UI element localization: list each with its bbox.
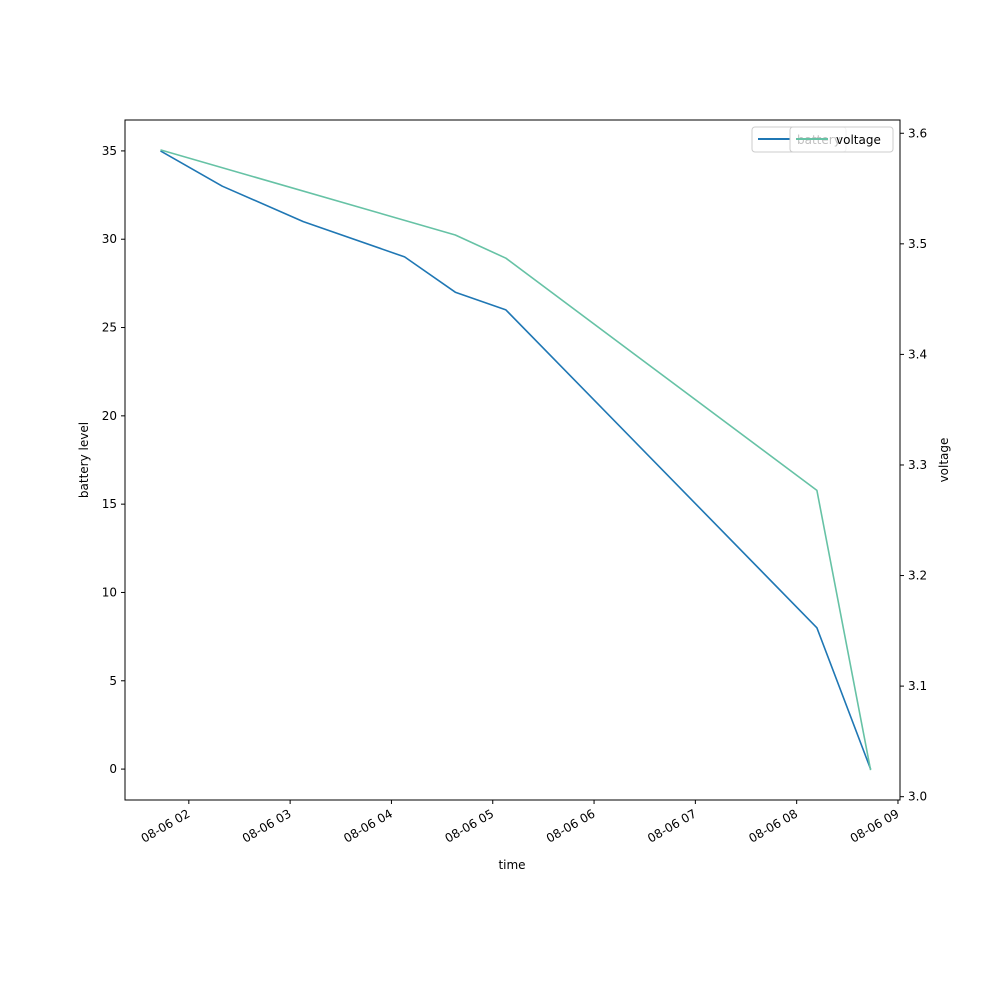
plot-frame bbox=[124, 119, 901, 801]
y-right-tick-label: 3.3 bbox=[908, 458, 927, 472]
y-right-tick-label: 3.1 bbox=[908, 679, 927, 693]
x-axis: 08-06 02 08-06 03 08-06 04 08-06 05 08-06 06… bbox=[139, 800, 902, 846]
x-tick-label: 08-06 03 bbox=[240, 806, 294, 845]
y-left-tick-label: 15 bbox=[102, 497, 117, 511]
y-right-tick-label: 3.5 bbox=[908, 237, 927, 251]
y-left-tick-label: 30 bbox=[102, 232, 117, 246]
y-left-tick-label: 0 bbox=[109, 762, 117, 776]
y-right-tick-label: 3.4 bbox=[908, 347, 927, 361]
y-axis-right: 3.0 3.1 3.2 3.3 3.4 3.5 3.6 bbox=[900, 126, 927, 804]
series-line-voltage bbox=[160, 149, 872, 771]
y-right-tick-label: 3.2 bbox=[908, 569, 927, 583]
y-axis-right-label: voltage bbox=[937, 438, 951, 483]
y-axis-left-label: battery level bbox=[77, 422, 91, 498]
y-left-tick-label: 35 bbox=[102, 144, 117, 158]
y-axis-left: 0 5 10 15 20 25 30 35 bbox=[102, 144, 125, 776]
series-line-battery bbox=[160, 150, 872, 770]
legend-voltage-label: voltage bbox=[836, 133, 881, 147]
x-axis-label: time bbox=[498, 858, 525, 872]
x-tick-label: 08-06 06 bbox=[544, 806, 598, 845]
x-tick-label: 08-06 02 bbox=[139, 806, 193, 845]
y-left-tick-label: 20 bbox=[102, 409, 117, 423]
x-tick-label: 08-06 04 bbox=[341, 806, 395, 845]
y-right-tick-label: 3.0 bbox=[908, 790, 927, 804]
y-right-tick-label: 3.6 bbox=[908, 126, 927, 140]
x-tick-label: 08-06 09 bbox=[848, 806, 902, 845]
series-layer bbox=[160, 149, 872, 771]
legend-voltage-box bbox=[789, 126, 894, 153]
y-left-tick-label: 5 bbox=[109, 674, 117, 688]
x-tick-label: 08-06 08 bbox=[746, 806, 800, 845]
legend-voltage: voltage bbox=[789, 126, 894, 153]
x-tick-label: 08-06 07 bbox=[645, 806, 699, 845]
y-left-tick-label: 10 bbox=[102, 585, 117, 599]
x-tick-label: 08-06 05 bbox=[443, 806, 497, 845]
y-left-tick-label: 25 bbox=[102, 321, 117, 335]
